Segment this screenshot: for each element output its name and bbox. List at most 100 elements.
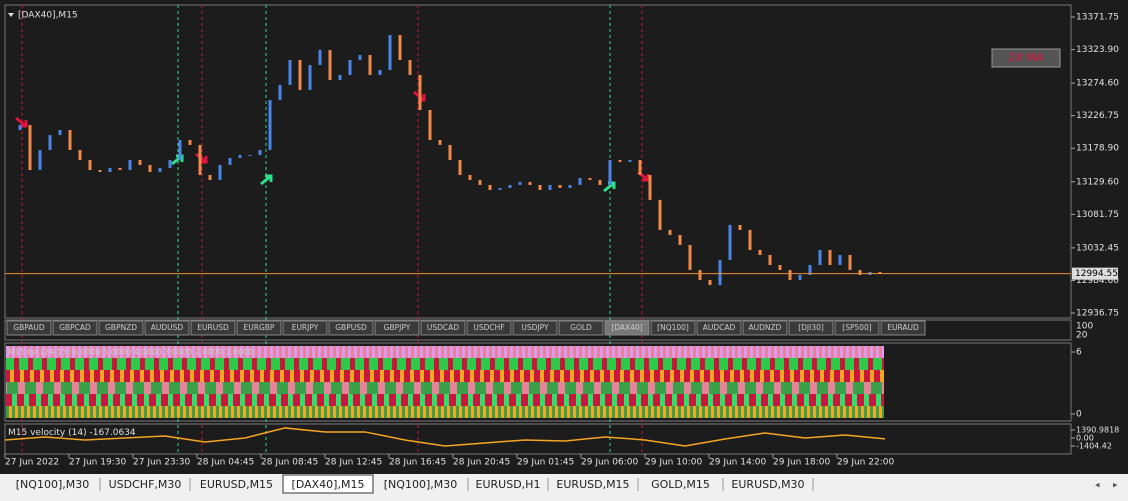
symbol-label[interactable]: [NQ100] — [657, 323, 689, 332]
tab-label[interactable]: USDCHF,M30 — [109, 478, 182, 491]
symbol-button[interactable] — [190, 320, 236, 336]
candle — [758, 249, 762, 255]
ma-button-label[interactable]: 2X MA — [1008, 51, 1044, 64]
tab-bar — [0, 474, 1128, 497]
symbol-label[interactable]: GBPCAD — [59, 323, 91, 332]
symbol-label[interactable]: AUDCAD — [703, 323, 736, 332]
heat-tick-label: 6 — [1076, 348, 1082, 358]
candle — [338, 74, 342, 80]
symbol-button[interactable] — [466, 320, 512, 336]
tab-label[interactable]: [DAX40],M15 — [292, 478, 365, 491]
x-tick-label: 28 Jun 20:45 — [453, 458, 510, 468]
y-tick-label: 13129.60 — [1076, 177, 1119, 187]
candle — [678, 234, 682, 245]
velocity-name: M15 velocity (14) — [8, 428, 87, 438]
velocity-tick-label: 0.00 — [1076, 433, 1094, 442]
candle — [318, 49, 322, 66]
candle — [648, 174, 652, 200]
y-tick-label: 12936.75 — [1076, 308, 1119, 318]
candle — [558, 184, 562, 188]
tab-label[interactable]: EURUSD,M15 — [200, 478, 273, 491]
symbol-button[interactable] — [144, 320, 190, 336]
tab-active[interactable] — [282, 474, 374, 494]
current-price-box — [1072, 267, 1118, 280]
symbol-label[interactable]: EURGBP — [244, 323, 275, 332]
candle — [68, 129, 72, 151]
ma-button[interactable] — [991, 48, 1061, 68]
symbol-button[interactable] — [742, 320, 788, 336]
tab-label[interactable]: EURUSD,M15 — [556, 478, 629, 491]
candle — [218, 164, 222, 180]
symbol-button[interactable] — [236, 320, 282, 336]
symbol-label[interactable]: AUDNZD — [749, 323, 782, 332]
tab-label[interactable]: [NQ100],M30 — [16, 478, 89, 491]
candle — [408, 59, 412, 75]
symbol-label[interactable]: EURAUD — [887, 323, 919, 332]
symbol-button[interactable] — [374, 320, 420, 336]
tab-scroll-left[interactable]: ◂ — [1095, 481, 1100, 491]
symbol-label[interactable]: USDCAD — [427, 323, 459, 332]
symbol-label[interactable]: [DAX40] — [611, 323, 642, 332]
symbol-button[interactable] — [558, 320, 604, 336]
symbol-button[interactable] — [98, 320, 144, 336]
candle — [258, 150, 262, 155]
symbol-label[interactable]: GBPUSD — [335, 323, 367, 332]
candle — [388, 35, 392, 70]
x-tick-label: 27 Jun 19:30 — [69, 458, 126, 468]
candle — [768, 254, 772, 265]
candle — [858, 270, 862, 275]
x-tick-label: 29 Jun 01:45 — [517, 458, 574, 468]
candle — [208, 174, 212, 180]
symbol-label[interactable]: GBPJPY — [384, 323, 411, 332]
symbol-button[interactable] — [6, 320, 52, 336]
tab-label[interactable]: EURUSD,H1 — [476, 478, 541, 491]
candle — [568, 184, 572, 188]
symbol-label[interactable]: GBPNZD — [105, 323, 137, 332]
symbol-button[interactable] — [328, 320, 374, 336]
tab-label[interactable]: [NQ100],M30 — [384, 478, 457, 491]
symbol-label[interactable]: USDCHF — [473, 323, 504, 332]
symbol-label[interactable]: [SP500] — [842, 323, 872, 332]
candle — [138, 160, 142, 165]
symbol-button[interactable] — [52, 320, 98, 336]
symbol-label[interactable]: GBPAUD — [13, 323, 45, 332]
candle — [448, 144, 452, 161]
symbol-button[interactable] — [834, 320, 880, 336]
candle — [168, 160, 172, 168]
symbol-label[interactable]: EURUSD — [197, 323, 229, 332]
tab-label[interactable]: EURUSD,M30 — [731, 478, 804, 491]
symbol-button[interactable] — [604, 320, 650, 336]
symbol-button[interactable] — [512, 320, 558, 336]
tab-scroll-right[interactable]: ▸ — [1113, 481, 1118, 491]
candle — [498, 187, 502, 190]
candle — [598, 179, 602, 185]
candle — [158, 167, 162, 172]
chart-title: [DAX40],M15 — [18, 11, 78, 21]
symbol-label[interactable]: AUDUSD — [151, 323, 184, 332]
symbol-button[interactable] — [282, 320, 328, 336]
symbol-label[interactable]: GOLD — [570, 323, 592, 332]
candle — [108, 167, 112, 172]
symbol-button[interactable] — [880, 320, 926, 336]
menu-arrow[interactable] — [8, 13, 14, 17]
symbol-button[interactable] — [650, 320, 696, 336]
x-tick-label: 27 Jun 23:30 — [133, 458, 190, 468]
candle — [278, 84, 282, 100]
candle — [628, 160, 632, 162]
candle — [748, 229, 752, 250]
y-tick-label: 13178.90 — [1076, 144, 1119, 154]
symbol-button[interactable] — [696, 320, 742, 336]
candle — [228, 157, 232, 165]
symbol-button[interactable] — [788, 320, 834, 336]
symbol-label[interactable]: USDJPY — [521, 323, 549, 332]
symbol-label[interactable]: [DJI30] — [798, 323, 824, 332]
symbol-button[interactable] — [420, 320, 466, 336]
candle — [778, 264, 782, 271]
symbol-label[interactable]: EURJPY — [292, 323, 319, 332]
tab-label[interactable]: GOLD,M15 — [651, 478, 710, 491]
x-tick-label: 29 Jun 10:00 — [645, 458, 702, 468]
candle — [188, 139, 192, 145]
price-panel — [4, 4, 1072, 319]
